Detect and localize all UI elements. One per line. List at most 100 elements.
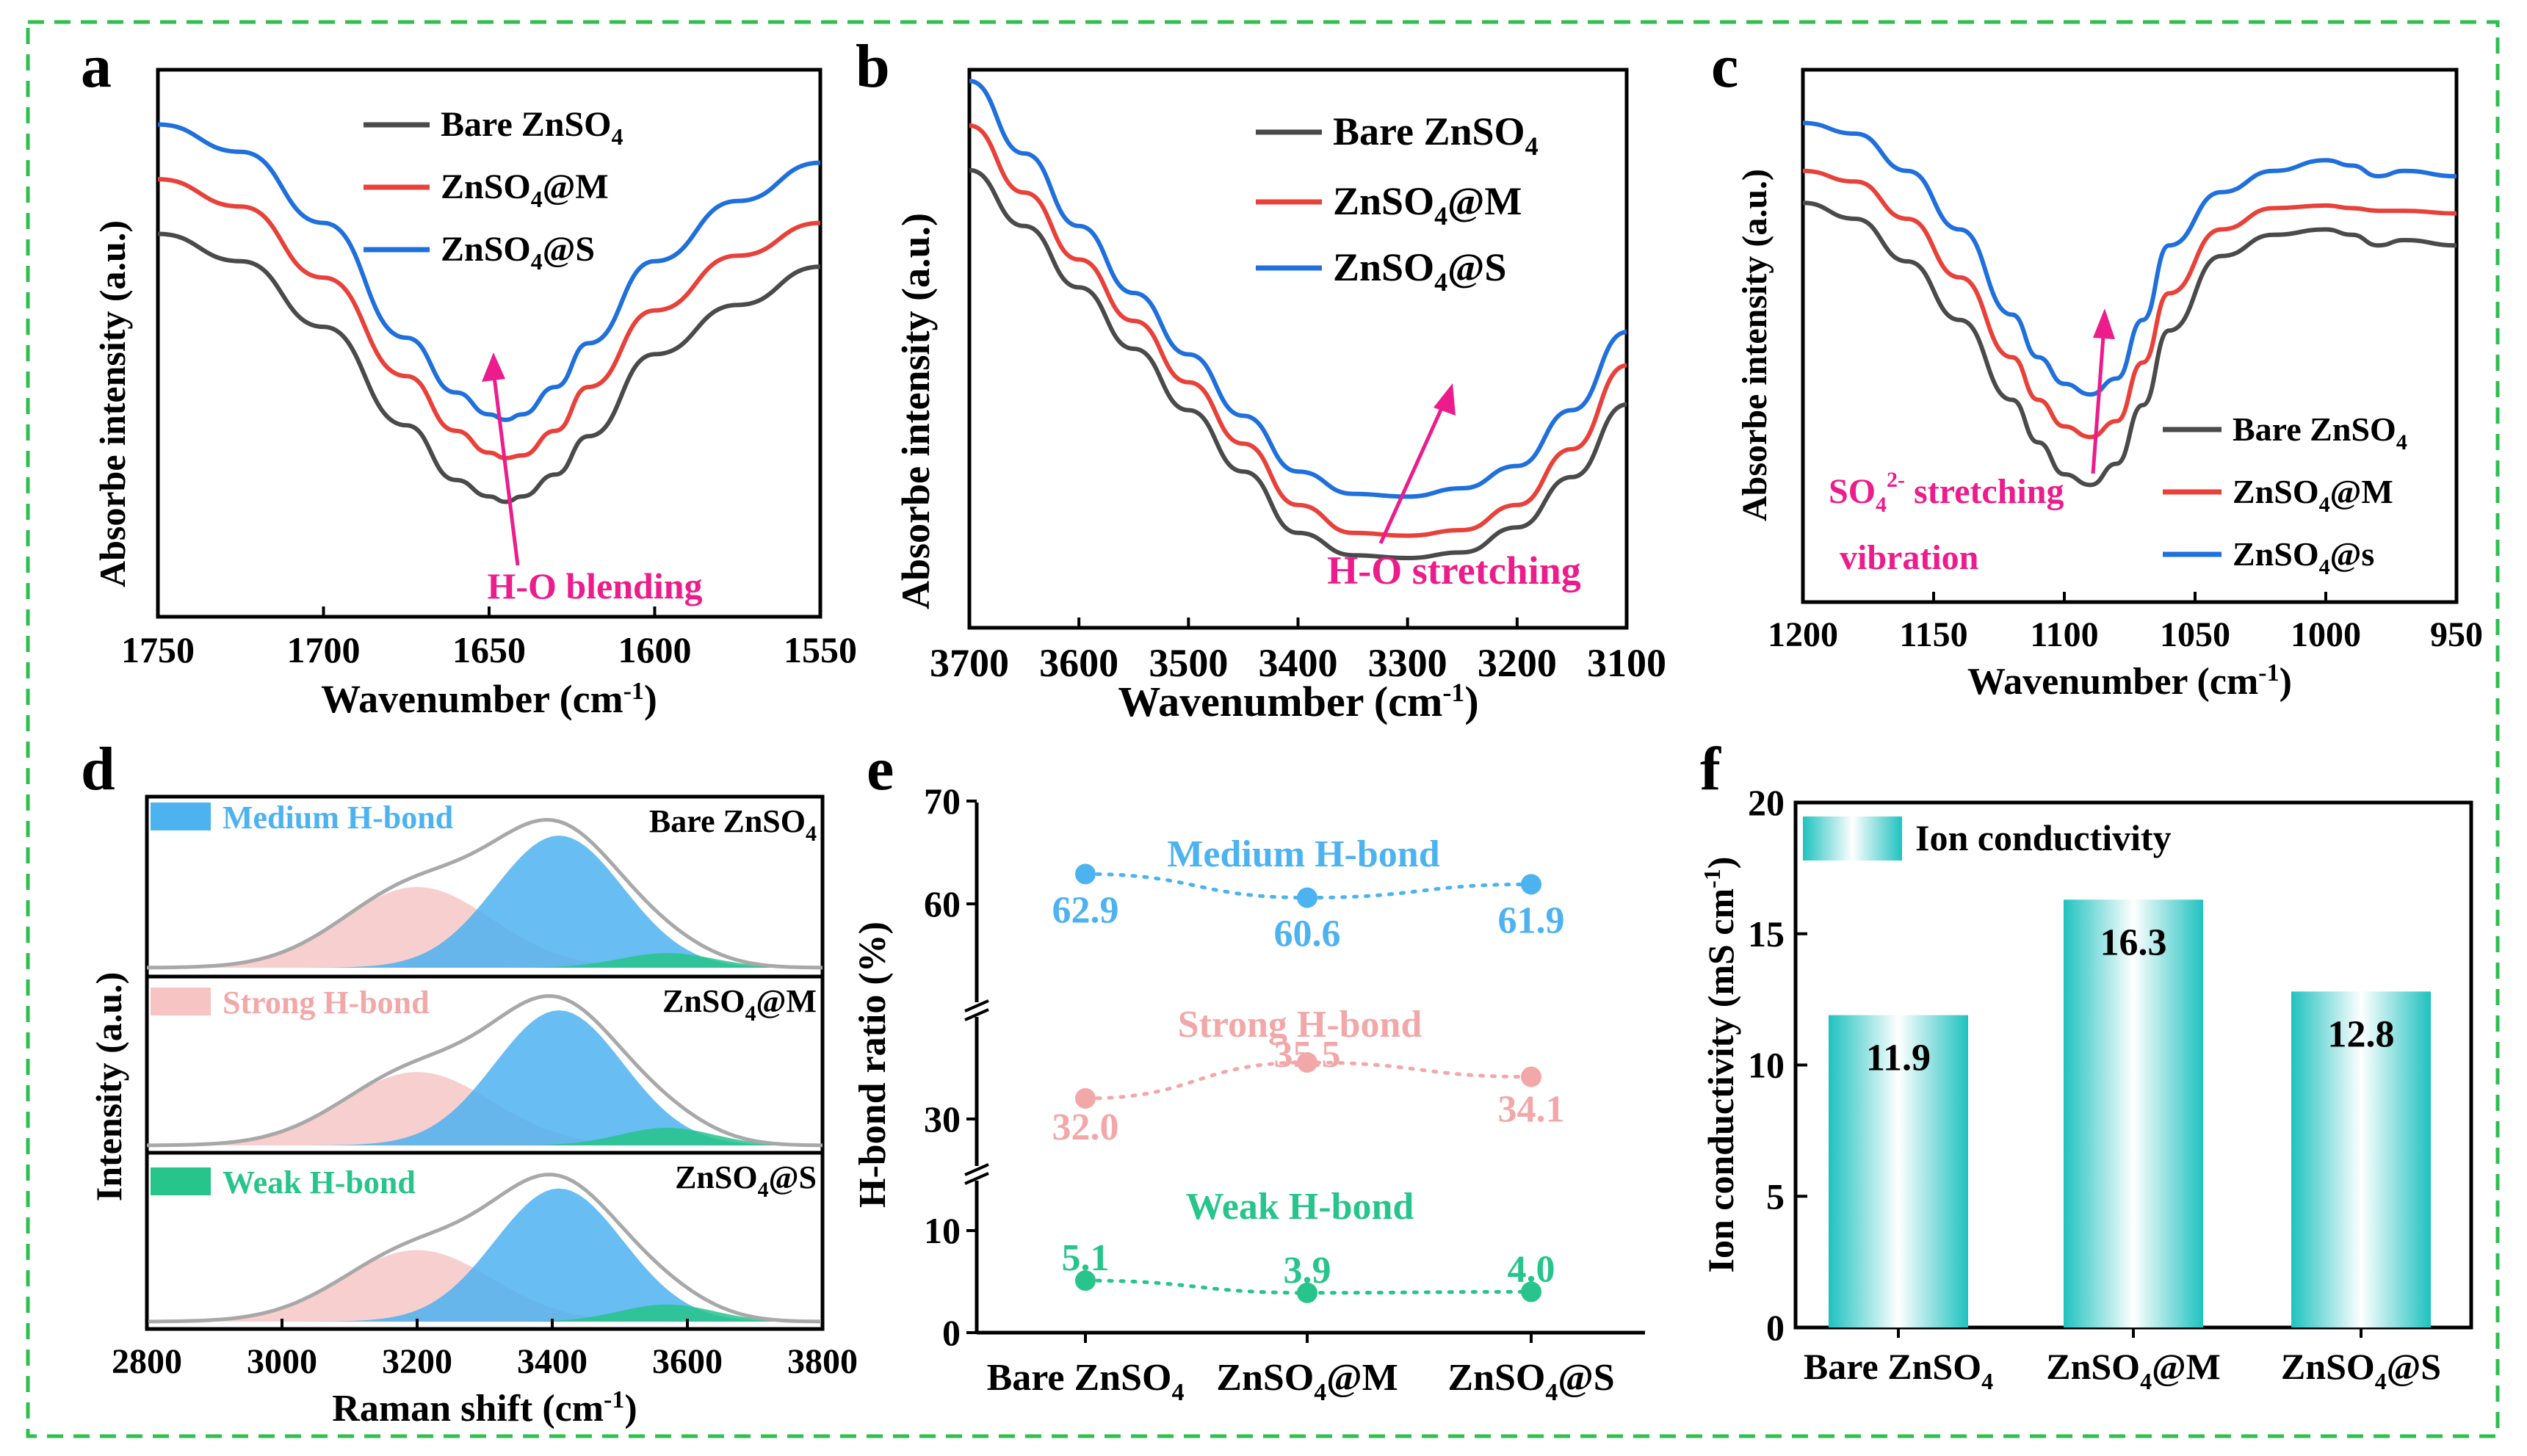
x-tick-label: 3800 [787, 1342, 858, 1381]
panel-b-legend-label-3: ZnSO4@S [1333, 245, 1506, 297]
data-point [1297, 1052, 1317, 1073]
panel-a-xlabel: Wavenumber (cm-1) [321, 677, 657, 721]
panel-d: d 2800 3000 3200 3400 3600 3800 Medium H-bond… [81, 735, 858, 1430]
panel-e-series-label-3: Weak H-bond [1186, 1186, 1414, 1228]
panel-c-xlabel: Wavenumber (cm-1) [1967, 659, 2292, 703]
panel-b-legend-label-2: ZnSO4@M [1333, 179, 1522, 231]
figure-border [26, 20, 2500, 1438]
panel-f: f 11.9 16.3 12.8 0 5 10 15 20 Ion conductivity… [1699, 735, 2473, 1394]
peak-medium-h-bond [147, 1010, 823, 1145]
panel-b-xlabel: Wavenumber (cm-1) [1118, 678, 1478, 725]
y-tick-label: 20 [1748, 782, 1785, 823]
data-point [1521, 1066, 1541, 1087]
data-point [1297, 887, 1317, 908]
panel-c-arrow [2091, 326, 2106, 474]
envelope [146, 1173, 823, 1324]
panel-a-annotation: H-O blending [487, 565, 702, 606]
panel-a-frame [156, 68, 823, 619]
data-point [1075, 1270, 1096, 1292]
panel-d-peaks [146, 817, 823, 1324]
bar-label: 11.9 [1866, 1037, 1931, 1079]
y-tick-label: 0 [1766, 1307, 1785, 1348]
panel-c-ylabel: Absorbe intensity (a.u.) [1735, 169, 1774, 521]
panel-c-annotation-2: vibration [1840, 538, 1978, 577]
panel-a: a 1750 1700 1650 1600 1550 Absorbe intensity… [81, 32, 857, 721]
envelope [146, 994, 823, 1148]
panel-c-legend-label-3: ZnSO4@s [2233, 535, 2374, 579]
bar [2064, 899, 2203, 1328]
panel-a-arrowhead [482, 352, 505, 382]
panel-a-legend-label-2: ZnSO4@M [441, 167, 609, 212]
panel-d-sample-1: Bare ZnSO4 [649, 803, 817, 846]
panel-a-arrow [491, 370, 520, 566]
x-tick-label: 3700 [930, 641, 1009, 685]
panel-b: b 3700 3600 3500 3400 3300 3200 3100 Absorbe i… [856, 32, 1666, 725]
panel-c-legend-label-2: ZnSO4@M [2233, 473, 2393, 517]
panel-e-category-1: Bare ZnSO4 [987, 1357, 1185, 1406]
y-tick-label: 5 [1766, 1176, 1785, 1217]
panel-c-letter: c [1711, 32, 1738, 101]
panel-e-category-3: ZnSO4@S [1447, 1357, 1614, 1406]
panel-b-arrow [1378, 399, 1447, 545]
panel-a-legend: Bare ZnSO4 ZnSO4@M ZnSO4@S [364, 105, 623, 275]
data-point [1521, 1281, 1541, 1303]
panel-c: c 1200 1150 1100 1050 1000 950 Absorbe intens… [1711, 32, 2483, 703]
bar [1829, 1015, 1968, 1328]
panel-d-legend-medium-label: Medium H-bond [223, 800, 453, 836]
panel-b-legend: Bare ZnSO4 ZnSO4@M ZnSO4@S [1256, 109, 1539, 297]
x-tick-label: 1150 [1899, 615, 1967, 654]
panel-d-legend-weak-swatch [151, 1167, 211, 1195]
x-tick-label: 3200 [382, 1342, 452, 1381]
panel-d-ylabel: Intensity (a.u.) [88, 972, 129, 1202]
axis-break-mark [964, 1163, 989, 1176]
x-tick-label: 1000 [2291, 615, 2361, 654]
data-point [1297, 1282, 1317, 1303]
panel-d-legend-weak-label: Weak H-bond [223, 1165, 416, 1200]
panel-a-ticks: 1750 1700 1650 1600 1550 [121, 606, 857, 670]
data-label: 5.1 [1062, 1237, 1110, 1279]
series-line-1 [1802, 200, 2457, 488]
panel-b-arrowhead [1434, 383, 1456, 416]
x-tick-label: 3400 [1259, 641, 1338, 685]
panel-c-curves [1802, 120, 2457, 488]
panel-d-frame [145, 794, 825, 1331]
panel-a-ylabel: Absorbe intensity (a.u.) [92, 220, 133, 587]
bar-label: 16.3 [2100, 921, 2167, 963]
panel-f-legend-swatch [1803, 816, 1902, 861]
x-tick-label: 1050 [2160, 615, 2230, 654]
panel-c-legend-label-1: Bare ZnSO4 [2233, 410, 2407, 454]
panel-c-annotation-1: SO42- stretching [1829, 468, 2064, 517]
axis-break-mark [964, 999, 989, 1013]
panel-f-category-2: ZnSO4@M [2046, 1346, 2221, 1394]
peak-medium-h-bond [147, 1188, 823, 1322]
panel-c-arrowhead [2093, 308, 2115, 339]
peak-medium-h-bond [147, 836, 823, 968]
bar [2291, 991, 2431, 1328]
panel-f-ylabel: Ion conductivity (mS cm-1) [1699, 857, 1741, 1273]
envelope [146, 817, 823, 970]
data-label: 35.5 [1274, 1034, 1341, 1076]
panel-d-xlabel: Raman shift (cm-1) [332, 1386, 637, 1430]
panel-d-legend-medium-swatch [151, 803, 211, 830]
panel-f-category-3: ZnSO4@S [2281, 1346, 2441, 1394]
x-tick-label: 3200 [1478, 641, 1557, 685]
x-tick-label: 1700 [287, 629, 361, 670]
x-tick-label: 1750 [121, 629, 195, 670]
panel-d-legend-strong-label: Strong H-bond [223, 985, 430, 1021]
x-tick-label: 3300 [1368, 641, 1447, 685]
panel-b-ylabel: Absorbe intensity (a.u.) [894, 213, 938, 609]
panel-a-legend-label-1: Bare ZnSO4 [441, 105, 623, 150]
data-label: 60.6 [1274, 913, 1341, 955]
panel-a-letter: a [81, 32, 112, 101]
x-tick-label: 1550 [784, 629, 857, 670]
data-point [1521, 874, 1541, 895]
panel-a-legend-label-3: ZnSO4@S [441, 230, 595, 275]
panel-f-category-1: Bare ZnSO4 [1804, 1346, 1993, 1394]
x-tick-label: 1650 [452, 629, 526, 670]
panel-b-annotation: H-O stretching [1327, 548, 1580, 593]
series-line-2 [969, 123, 1627, 538]
panel-e: e 0 10 30 60 70 62.9 60.6 61.9 32.0 35.5 34.1 5.1 3… [852, 735, 1645, 1406]
data-label: 34.1 [1498, 1089, 1565, 1131]
panel-e-letter: e [867, 735, 894, 803]
